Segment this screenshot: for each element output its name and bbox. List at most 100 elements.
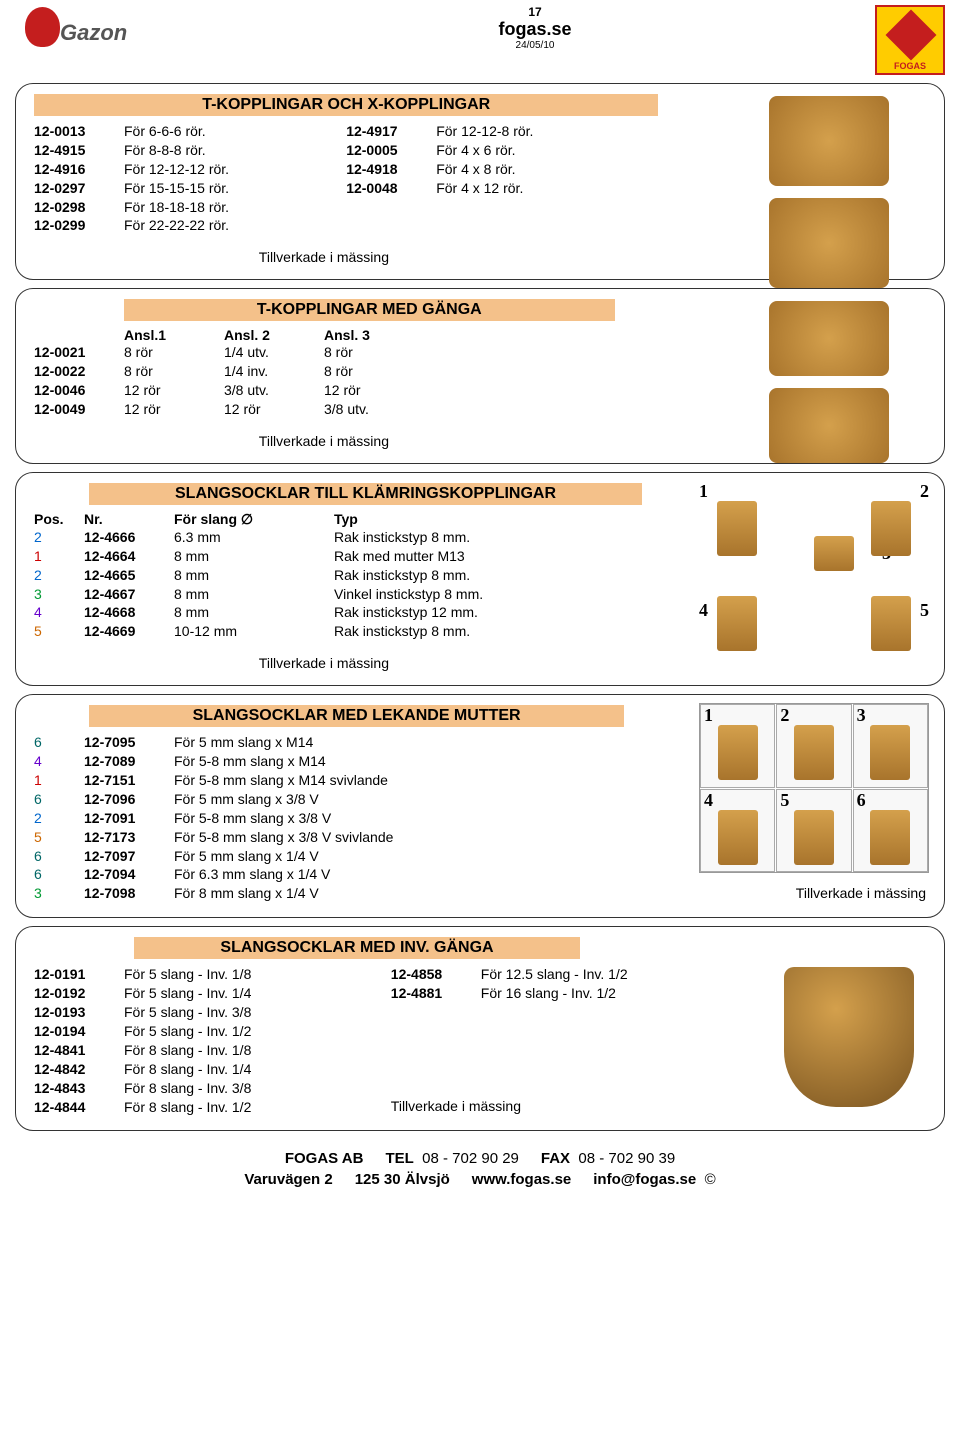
email: info@fogas.se — [593, 1171, 696, 1188]
part-code: 12-0022 — [34, 362, 124, 381]
part-desc: För 6-6-6 rör. — [124, 122, 346, 141]
table-row: 12-0005För 4 x 6 rör. — [346, 141, 658, 160]
table-row: 12-0192För 5 slang - Inv. 1/4 — [34, 984, 391, 1003]
t-ganga-fitting2-icon — [769, 388, 889, 463]
brass-note: Tillverkade i mässing — [796, 884, 926, 903]
part-code: 12-4841 — [34, 1041, 124, 1060]
footer-line-1: FOGAS AB TEL 08 - 702 90 29 FAX 08 - 702… — [0, 1149, 960, 1169]
pos: 6 — [34, 865, 84, 884]
part-desc: För 22-22-22 rör. — [124, 216, 346, 235]
gazon-text: Gazon — [60, 20, 127, 46]
table-row: 12-4915För 8-8-8 rör. — [34, 141, 346, 160]
grid-num-2: 2 — [920, 481, 929, 502]
fitting-icon — [794, 725, 834, 780]
cell: 3/8 utv. — [224, 381, 324, 400]
col-slang: För slang ∅ — [174, 511, 334, 528]
part-desc: För 15-15-15 rör. — [124, 179, 346, 198]
header-center: 17 fogas.se 24/05/10 — [498, 5, 571, 51]
part-code: 12-0046 — [34, 381, 124, 400]
tel-value: 08 - 702 90 29 — [422, 1150, 519, 1167]
part-desc: För 8 slang - Inv. 1/2 — [124, 1098, 391, 1117]
part-code: 12-4664 — [84, 547, 174, 566]
part-desc: För 8-8-8 rör. — [124, 141, 346, 160]
table-row: 12-4918För 4 x 8 rör. — [346, 160, 658, 179]
product-images — [729, 90, 929, 294]
table-row: 12-0048För 4 x 12 rör. — [346, 179, 658, 198]
col-ansl3: Ansl. 3 — [324, 327, 424, 343]
col-left: 12-0013För 6-6-6 rör.12-4915För 8-8-8 rö… — [34, 122, 346, 235]
part-code: 12-7097 — [84, 847, 174, 866]
part-code: 12-0194 — [34, 1022, 124, 1041]
part-code: 12-7098 — [84, 884, 174, 903]
part-code: 12-7091 — [84, 809, 174, 828]
section-slangsocklar-inv: SLANGSOCKLAR MED INV. GÄNGA 12-0191För 5… — [15, 926, 945, 1131]
table-row: 12-0297För 15-15-15 rör. — [34, 179, 346, 198]
fitting-icon — [718, 725, 758, 780]
cell: 12 rör — [324, 381, 424, 400]
part-code: 12-4881 — [391, 984, 481, 1003]
brass-note: Tillverkade i mässing — [34, 655, 614, 671]
cell: 8 rör — [124, 362, 224, 381]
section-title: SLANGSOCKLAR MED INV. GÄNGA — [134, 937, 580, 959]
cell: 8 rör — [324, 362, 424, 381]
part-code: 12-7095 — [84, 733, 174, 752]
part-code: 12-0049 — [34, 400, 124, 419]
part-desc: För 16 slang - Inv. 1/2 — [481, 984, 703, 1003]
col-nr: Nr. — [84, 511, 174, 528]
slang-dim: 6.3 mm — [174, 528, 334, 547]
t-ganga-fitting-icon — [769, 301, 889, 376]
product-image-grid: 1 2 3 4 5 6 — [699, 703, 929, 873]
part-code: 12-4918 — [346, 160, 436, 179]
col-pos: Pos. — [34, 511, 84, 528]
slang-dim: 10-12 mm — [174, 622, 334, 641]
table-row: 12-4844För 8 slang - Inv. 1/2 — [34, 1098, 391, 1117]
fogas-diamond-icon — [886, 10, 937, 61]
brass-note: Tillverkade i mässing — [34, 433, 614, 449]
x-fitting-icon — [769, 198, 889, 288]
pos: 2 — [34, 528, 84, 547]
fitting-icon — [717, 596, 757, 651]
t-fitting-icon — [769, 96, 889, 186]
section-title: SLANGSOCKLAR MED LEKANDE MUTTER — [89, 705, 624, 727]
pos: 1 — [34, 547, 84, 566]
pos: 6 — [34, 733, 84, 752]
grid-num-4: 4 — [704, 790, 713, 811]
page-date: 24/05/10 — [498, 40, 571, 51]
brass-note: Tillverkade i mässing — [391, 1098, 703, 1114]
part-code: 12-7096 — [84, 790, 174, 809]
col-ansl2: Ansl. 2 — [224, 327, 324, 343]
pos: 6 — [34, 790, 84, 809]
fitting-icon — [718, 810, 758, 865]
table-row: 12-4881För 16 slang - Inv. 1/2 — [391, 984, 703, 1003]
grid-num-6: 6 — [857, 790, 866, 811]
pos: 4 — [34, 603, 84, 622]
fitting-icon — [717, 501, 757, 556]
part-desc: För 4 x 8 rör. — [436, 160, 658, 179]
part-code: 12-0297 — [34, 179, 124, 198]
fogas-label: FOGAS — [877, 61, 943, 71]
angle-fitting-icon — [814, 536, 854, 571]
cell: 8 rör — [124, 343, 224, 362]
part-code: 12-4666 — [84, 528, 174, 547]
part-code: 12-0193 — [34, 1003, 124, 1022]
site-title: fogas.se — [498, 19, 571, 40]
fogas-logo: FOGAS — [875, 5, 945, 75]
cell: 12 rör — [124, 381, 224, 400]
pos: 2 — [34, 809, 84, 828]
part-code: 12-7094 — [84, 865, 174, 884]
fitting-icon — [871, 596, 911, 651]
part-desc: För 8 slang - Inv. 1/8 — [124, 1041, 391, 1060]
pos: 3 — [34, 884, 84, 903]
slang-dim: 8 mm — [174, 566, 334, 585]
pos: 3 — [34, 585, 84, 604]
gazon-icon — [25, 7, 60, 47]
grid-num-1: 1 — [704, 705, 713, 726]
part-desc: För 12-12-12 rör. — [124, 160, 346, 179]
table-row: 12-4916För 12-12-12 rör. — [34, 160, 346, 179]
part-code: 12-4669 — [84, 622, 174, 641]
section-title: T-KOPPLINGAR OCH X-KOPPLINGAR — [34, 94, 658, 116]
table-row: 12-4917För 12-12-8 rör. — [346, 122, 658, 141]
col-left: 12-0191För 5 slang - Inv. 1/812-0192För … — [34, 965, 391, 1116]
part-code: 12-0298 — [34, 198, 124, 217]
part-code: 12-4917 — [346, 122, 436, 141]
